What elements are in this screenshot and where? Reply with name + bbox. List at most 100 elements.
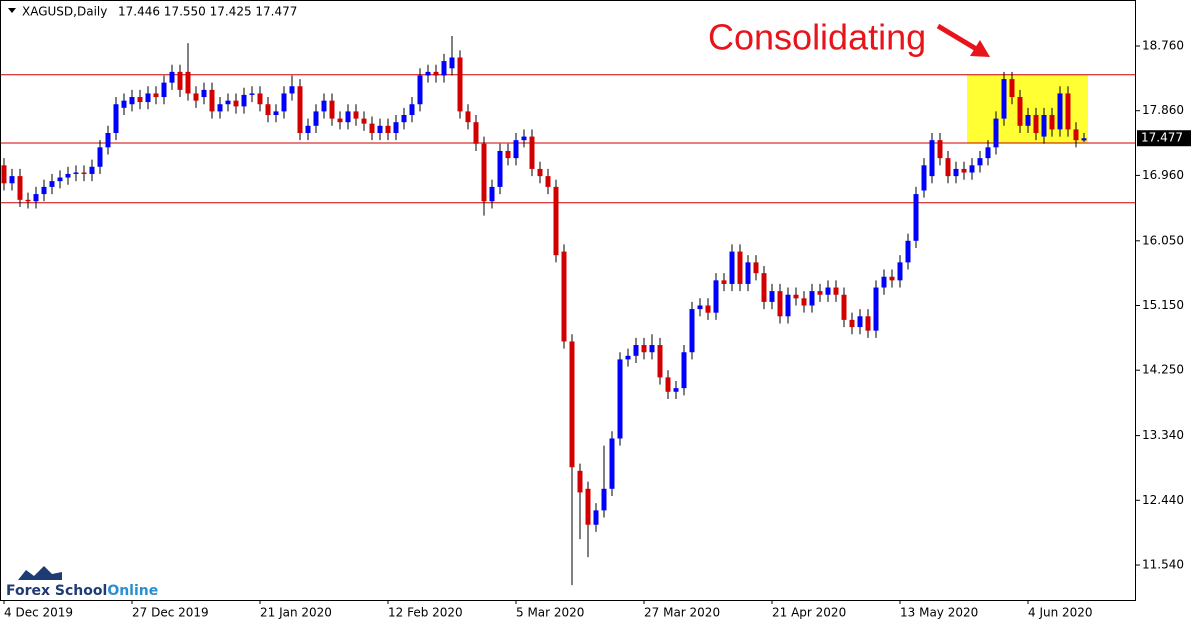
axis-layer: 18.760 17.860 16.960 16.050 15.150 14.250 13.3… xyxy=(3,39,1191,620)
candle-body xyxy=(161,82,167,98)
candle-body xyxy=(585,488,591,525)
candle-body xyxy=(945,158,951,177)
candle-body xyxy=(377,125,383,133)
candle-body xyxy=(169,71,175,83)
candle-body xyxy=(41,186,47,195)
candle-body xyxy=(673,388,679,392)
candle-body xyxy=(273,111,279,116)
candle-body xyxy=(681,352,687,389)
candle-body xyxy=(825,287,831,295)
candle-body xyxy=(113,104,119,133)
candle-body xyxy=(193,93,199,101)
candle-body xyxy=(521,136,527,141)
y-tick-label: 16.960 xyxy=(1142,168,1184,182)
candle-body xyxy=(705,305,711,313)
candle-body xyxy=(449,57,455,69)
candle-body xyxy=(281,93,287,112)
candle-body xyxy=(1041,115,1047,137)
candle-body xyxy=(593,510,599,525)
candle-body xyxy=(969,165,975,173)
plot-frame xyxy=(0,0,1136,601)
candle-body xyxy=(777,291,783,317)
candle-body xyxy=(417,75,423,105)
candle-body xyxy=(985,147,991,159)
candle-body xyxy=(97,147,103,167)
candle-body xyxy=(289,86,295,94)
candle-body xyxy=(81,172,87,174)
candle-body xyxy=(665,377,671,392)
candle-body xyxy=(89,166,95,174)
candle-body xyxy=(329,100,335,119)
candle-body xyxy=(753,262,759,274)
candle-body xyxy=(473,122,479,144)
logo-icon xyxy=(18,566,62,580)
candle-body xyxy=(785,294,791,317)
y-tick-label: 17.860 xyxy=(1142,103,1184,117)
candle-body xyxy=(209,89,215,112)
candle-body xyxy=(9,176,15,184)
candle-body xyxy=(889,276,895,281)
candle-body xyxy=(1017,97,1023,126)
candle-body xyxy=(649,345,655,353)
candle-body xyxy=(65,173,71,178)
candle-body xyxy=(577,470,583,493)
candle-body xyxy=(817,291,823,295)
candle-body xyxy=(297,86,303,133)
candle-body xyxy=(953,168,959,177)
candle-body xyxy=(505,150,511,159)
arrow-head xyxy=(970,40,990,57)
y-tick-label: 14.250 xyxy=(1142,363,1184,377)
candle-body xyxy=(129,97,135,105)
x-tick-label: 12 Feb 2020 xyxy=(388,606,463,620)
candle-body xyxy=(793,294,799,299)
candle-body xyxy=(769,291,775,302)
candle-body xyxy=(529,136,535,169)
candle-body xyxy=(481,143,487,202)
y-tick-label: 18.760 xyxy=(1142,39,1184,53)
ohlc-readout: 17.446 17.550 17.425 17.477 xyxy=(118,5,297,19)
candle-body xyxy=(137,97,143,103)
candle-body xyxy=(385,125,391,133)
candle-body xyxy=(865,316,871,331)
candle-body xyxy=(833,287,839,295)
candle-body xyxy=(57,177,63,182)
candle-body xyxy=(225,100,231,105)
candle-body xyxy=(977,158,983,166)
candle-body xyxy=(353,111,359,119)
logo-text: Forex SchoolOnline xyxy=(6,583,158,599)
candle-body xyxy=(993,118,999,148)
candle-body xyxy=(1,165,7,184)
candle-body xyxy=(73,172,79,174)
price-label: 17.477 xyxy=(1141,131,1183,145)
candle-body xyxy=(49,181,55,187)
candle-body xyxy=(1065,93,1071,130)
y-tick-label: 16.050 xyxy=(1142,233,1184,247)
x-tick-label: 5 Mar 2020 xyxy=(516,606,584,620)
candle-body xyxy=(913,194,919,241)
candle-body xyxy=(345,111,351,123)
candle-body xyxy=(177,71,183,90)
candle-body xyxy=(745,262,751,284)
candle-body xyxy=(105,132,111,148)
x-tick-label: 27 Mar 2020 xyxy=(644,606,720,620)
candle-body xyxy=(801,298,807,306)
candle-body xyxy=(737,251,743,284)
candle-body xyxy=(121,100,127,108)
candle-body xyxy=(17,176,23,200)
candle-body xyxy=(321,100,327,112)
candle-body xyxy=(601,488,607,511)
x-tick-label: 21 Apr 2020 xyxy=(772,606,846,620)
y-tick-label: 12.440 xyxy=(1142,493,1184,507)
candle-body xyxy=(809,291,815,306)
candle-body xyxy=(897,262,903,281)
candle-body xyxy=(433,71,439,76)
candle-body xyxy=(33,194,39,202)
candle-body xyxy=(361,118,367,124)
menu-triangle xyxy=(8,8,16,13)
candle-body xyxy=(841,294,847,320)
candle-body xyxy=(249,93,255,95)
candle-body xyxy=(569,341,575,468)
candle-body xyxy=(561,251,567,342)
candle-body xyxy=(729,251,735,284)
